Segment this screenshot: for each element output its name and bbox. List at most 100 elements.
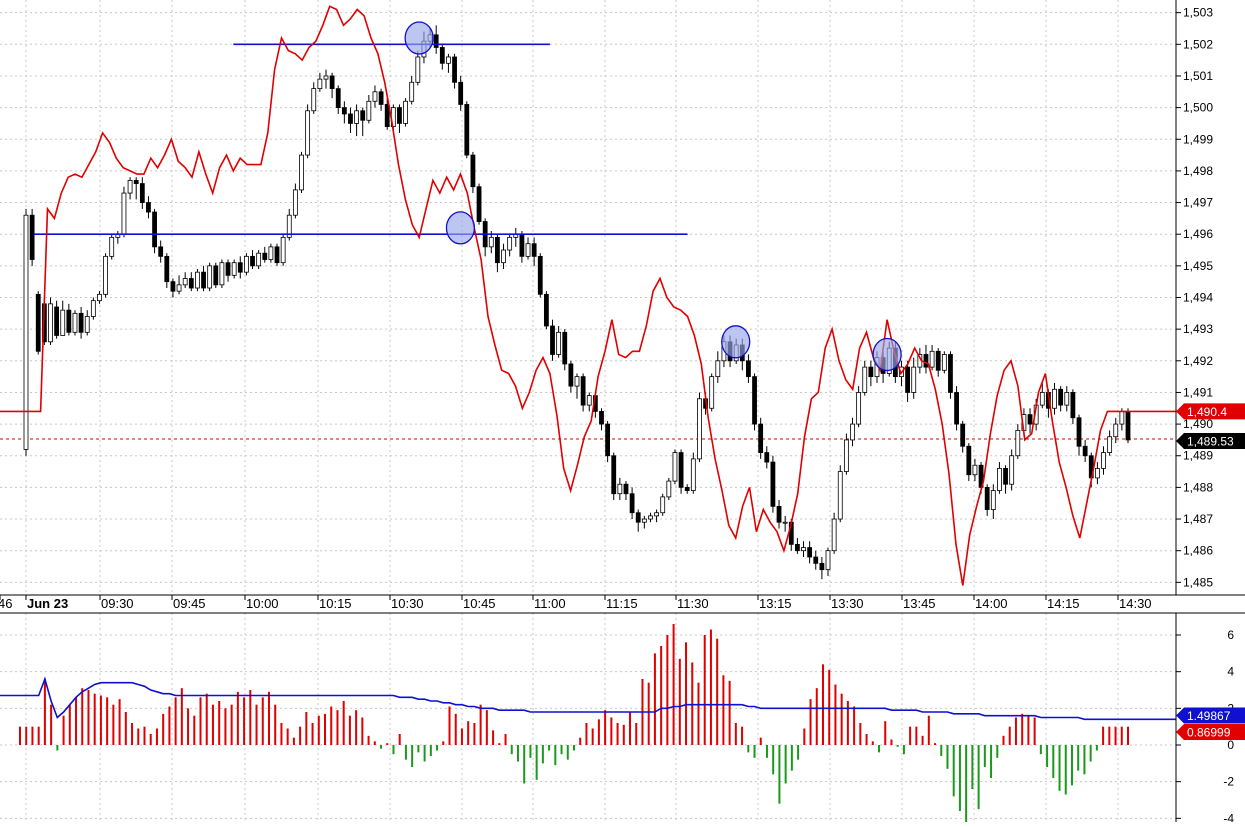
histogram-bar (604, 710, 607, 745)
price-tick-label: 1,486 (1183, 544, 1213, 558)
histogram-bar (324, 713, 327, 745)
histogram-bar (236, 691, 239, 745)
histogram-bar (1002, 735, 1005, 745)
histogram-bar (149, 734, 152, 745)
candle-body (121, 192, 127, 235)
candle-body (433, 34, 439, 48)
oscillator-plot (0, 624, 1176, 822)
histogram-bar (504, 734, 507, 745)
candle (837, 465, 843, 523)
candle (990, 484, 996, 520)
candle-body (397, 107, 402, 124)
candle (850, 417, 855, 447)
candle (1070, 389, 1076, 425)
candle (299, 151, 304, 194)
histogram-bar (685, 642, 688, 745)
candle-body (660, 496, 666, 514)
candle (274, 243, 280, 266)
histogram-bar (398, 734, 401, 745)
candle (684, 484, 690, 494)
last-overlay-value-badge: 1,490.4 (1176, 403, 1245, 420)
candle (776, 500, 782, 529)
histogram-bar (554, 745, 557, 766)
price-tick-label: 1,487 (1183, 512, 1213, 526)
candle-body (911, 366, 917, 393)
candle-body (960, 423, 966, 447)
candle-body (176, 284, 182, 292)
candle (176, 275, 182, 295)
histogram-bar (529, 745, 532, 758)
histogram-bar (878, 745, 881, 753)
candle (397, 104, 402, 133)
candle (648, 512, 653, 523)
candle-body (231, 262, 237, 276)
candle (409, 75, 415, 105)
candle (292, 183, 298, 219)
histogram-bar (436, 745, 439, 751)
histogram-bar (442, 741, 445, 745)
histogram-bar (884, 721, 887, 745)
last-histogram-value-badge-text: 0.86999 (1187, 726, 1231, 740)
candle (97, 291, 102, 304)
candle-body (354, 110, 360, 124)
histogram-bar (411, 745, 414, 767)
candle-body (409, 81, 415, 102)
histogram-bar (622, 724, 625, 745)
candle (446, 53, 451, 73)
candle-body (195, 271, 200, 289)
histogram-bar (31, 726, 34, 745)
candle-body (905, 366, 910, 393)
histogram-bar (355, 710, 358, 745)
candle-body (697, 398, 702, 460)
candle-body (617, 483, 623, 495)
candle-body (109, 236, 115, 257)
candle-body (72, 312, 78, 333)
candle-body (35, 293, 41, 352)
candle (862, 360, 868, 396)
candle (507, 234, 513, 257)
candle (941, 351, 947, 374)
histogram-bar (330, 706, 333, 745)
candle-body (1003, 468, 1008, 485)
candle (525, 237, 531, 260)
candle-body (1082, 445, 1088, 457)
candle-body (525, 243, 531, 257)
candle (678, 449, 684, 494)
oscillator-average-line (0, 676, 1176, 721)
histogram-bar (56, 745, 59, 751)
histogram-bar (373, 741, 376, 745)
candle-body (446, 56, 451, 64)
candle (556, 325, 562, 358)
histogram-bar (660, 646, 663, 745)
histogram-bar (317, 715, 320, 745)
histogram-bar (1064, 745, 1067, 795)
histogram-bar (1070, 745, 1073, 786)
histogram-bar (765, 745, 768, 758)
candle-body (1101, 452, 1106, 469)
histogram-bar (741, 726, 744, 745)
histogram-bar (697, 682, 700, 745)
histogram-bar (548, 745, 551, 751)
histogram-bar (921, 735, 924, 745)
histogram-bar (112, 704, 115, 745)
candle-body (348, 113, 353, 124)
candle (311, 82, 317, 114)
candle-body (292, 189, 298, 216)
histogram-bar (753, 745, 756, 758)
histogram-bar (286, 728, 289, 745)
candle (476, 183, 482, 225)
histogram-bar (853, 706, 856, 745)
candle (188, 272, 194, 292)
candle (146, 196, 151, 219)
candle (1058, 386, 1064, 412)
candle-body (378, 91, 384, 105)
candle (531, 237, 537, 266)
candle (103, 253, 108, 298)
histogram-bar (585, 723, 588, 745)
histogram-bar (162, 713, 165, 745)
candle-body (807, 547, 813, 558)
candle-body (243, 255, 249, 273)
candle-body (611, 455, 617, 495)
